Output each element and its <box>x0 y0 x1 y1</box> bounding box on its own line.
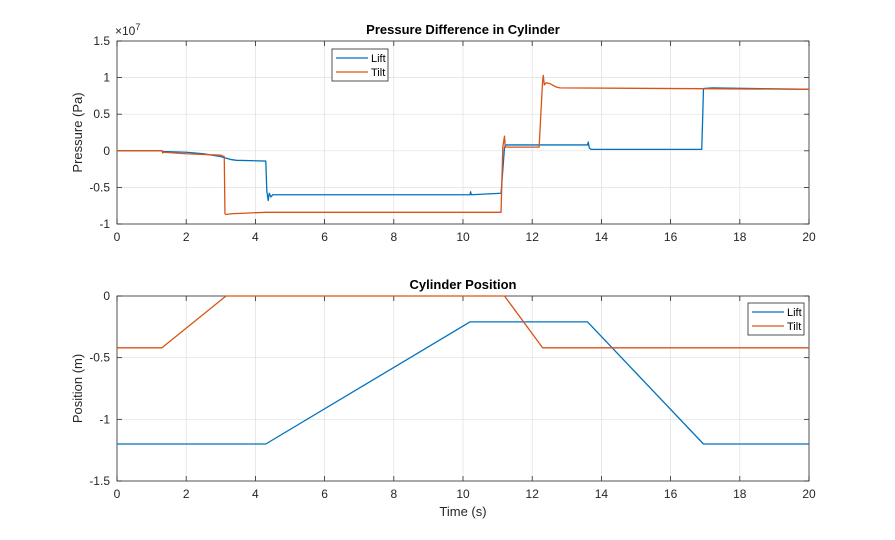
x-tick-label: 18 <box>733 230 747 244</box>
x-tick-label: 12 <box>526 230 540 244</box>
pressure-series <box>117 74 810 216</box>
x-tick-label: 6 <box>321 230 328 244</box>
y-tick-label: -0.5 <box>89 351 110 365</box>
x-tick-label: 18 <box>733 487 747 501</box>
x-tick-label: 8 <box>390 487 397 501</box>
position-ticks: 0 2 4 6 8 10 12 14 16 18 20 -1.5 -1 -0.5 0 <box>89 289 816 501</box>
exponent-power: 7 <box>135 22 140 32</box>
x-tick-label: 10 <box>456 230 470 244</box>
x-tick-label: 4 <box>252 230 259 244</box>
series-line-lift <box>117 87 810 202</box>
y-tick-label: 0.5 <box>93 107 110 121</box>
y-tick-label: 0 <box>103 289 110 303</box>
x-tick-label: 2 <box>183 487 190 501</box>
y-tick-label: -1.5 <box>89 474 110 488</box>
pressure-grid <box>117 41 809 224</box>
x-tick-label: 16 <box>664 230 678 244</box>
legend-label-lift: Lift <box>371 53 386 65</box>
series-line-tilt <box>117 74 810 216</box>
x-tick-label: 16 <box>664 487 678 501</box>
position-legend[interactable]: Lift Tilt <box>747 302 805 336</box>
exponent-base: ×10 <box>115 24 136 38</box>
pressure-y-exponent: ×107 <box>115 22 140 38</box>
series-line-lift <box>117 321 809 445</box>
x-tick-label: 2 <box>183 230 190 244</box>
x-tick-label: 0 <box>114 230 121 244</box>
y-tick-label: -1 <box>99 217 110 231</box>
position-legend-box <box>747 302 805 336</box>
y-tick-label: -0.5 <box>89 180 110 194</box>
x-tick-label: 8 <box>390 230 397 244</box>
x-tick-label: 4 <box>252 487 259 501</box>
pressure-y-axis-label: Pressure (Pa) <box>70 92 85 172</box>
legend-label-lift: Lift <box>787 307 802 319</box>
position-series <box>117 295 809 445</box>
pressure-chart-title: Pressure Difference in Cylinder <box>366 22 560 37</box>
x-tick-label: 6 <box>321 487 328 501</box>
x-tick-label: 0 <box>114 487 121 501</box>
y-tick-label: 1.5 <box>93 34 110 48</box>
x-tick-label: 14 <box>595 487 609 501</box>
x-tick-label: 20 <box>802 487 816 501</box>
position-chart-title: Cylinder Position <box>410 277 517 292</box>
y-tick-label: 0 <box>103 144 110 158</box>
legend-label-tilt: Tilt <box>371 67 385 79</box>
pressure-ticks: 0 2 4 6 8 10 12 14 16 18 20 -1 -0.5 0 0.5 1 1.5 <box>89 34 816 244</box>
x-tick-label: 12 <box>526 487 540 501</box>
position-y-axis-label: Position (m) <box>70 354 85 423</box>
legend-label-tilt: Tilt <box>787 321 801 333</box>
x-tick-label: 14 <box>595 230 609 244</box>
pressure-legend-box <box>331 48 389 82</box>
y-tick-label: -1 <box>99 412 110 426</box>
x-tick-label: 20 <box>802 230 816 244</box>
pressure-legend[interactable]: Lift Tilt <box>331 48 389 82</box>
y-tick-label: 1 <box>103 71 110 85</box>
x-tick-label: 10 <box>456 487 470 501</box>
position-axes: 0 2 4 6 8 10 12 14 16 18 20 -1.5 -1 -0.5 0 Cylinder Po… <box>70 277 816 519</box>
series-line-tilt <box>117 295 809 349</box>
position-grid <box>117 296 809 481</box>
time-x-axis-label: Time (s) <box>439 504 486 519</box>
pressure-axes: 0 2 4 6 8 10 12 14 16 18 20 -1 -0.5 0 0.5 1 1.5 Pressure… <box>70 22 816 244</box>
